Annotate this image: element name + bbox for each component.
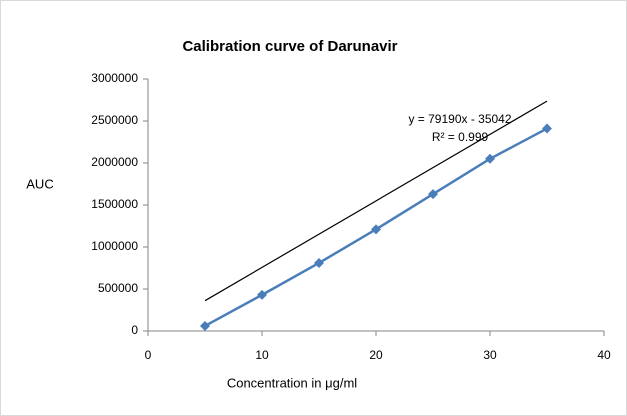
x-tick-label: 20 [369,348,383,362]
y-axis-title: AUC [26,176,53,191]
marker [200,320,210,331]
trendline [204,100,548,302]
y-tick-label: 3000000 [91,71,138,85]
marker [428,189,438,200]
y-tick-label: 0 [131,323,138,337]
marker [542,123,552,134]
y-tick-label: 2000000 [91,155,138,169]
x-tick-label: 0 [145,348,152,362]
y-tick-label: 1500000 [91,197,138,211]
y-tick-label: 500000 [98,281,138,295]
x-tick-label: 10 [255,348,269,362]
trendline-r-squared: R² = 0.999 [432,130,489,144]
x-axis-title: Concentration in μg/ml [227,375,357,390]
marker [485,153,495,164]
y-tick-label: 1000000 [91,239,138,253]
trendline-equation: y = 79190x - 35042 [408,112,511,126]
chart-title: Calibration curve of Darunavir [182,38,397,55]
x-tick-label: 30 [483,348,497,362]
x-tick-label: 40 [597,348,611,362]
marker [314,257,324,268]
marker [257,289,267,300]
y-tick-label: 2500000 [91,113,138,127]
marker [371,224,381,235]
